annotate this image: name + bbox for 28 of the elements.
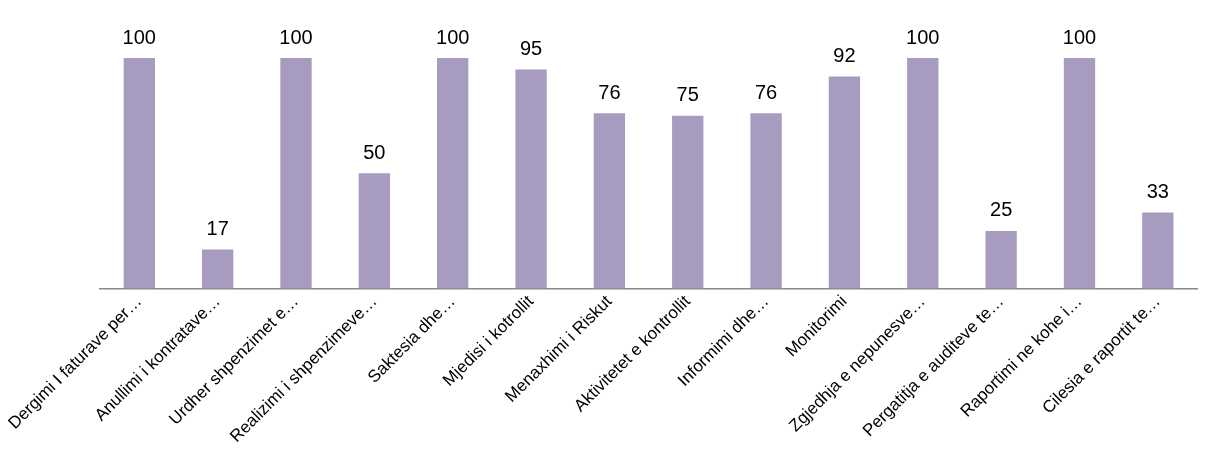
data-label: 50 (363, 140, 386, 163)
data-label: 100 (279, 25, 313, 48)
data-label: 100 (906, 25, 940, 48)
bar (828, 76, 861, 289)
bar (123, 58, 155, 289)
data-label: 100 (122, 25, 156, 48)
bar (985, 230, 1017, 289)
data-label: 76 (754, 80, 778, 103)
data-label: 76 (598, 80, 621, 103)
bar (280, 58, 312, 289)
bar (1142, 212, 1174, 289)
data-label: 75 (676, 83, 699, 106)
data-label: 25 (990, 198, 1013, 221)
data-label: 100 (436, 25, 470, 48)
bar (358, 173, 391, 289)
bar (1063, 58, 1096, 289)
bar (437, 58, 469, 289)
data-label: 92 (833, 43, 856, 66)
data-label: 100 (1062, 25, 1097, 48)
data-label: 33 (1146, 180, 1169, 203)
bar (593, 113, 626, 289)
bar (515, 69, 547, 289)
bar (672, 115, 704, 289)
bar (201, 249, 234, 289)
bar (750, 113, 782, 289)
bar (907, 58, 939, 289)
data-label: 17 (206, 216, 229, 239)
data-label: 95 (519, 37, 543, 60)
